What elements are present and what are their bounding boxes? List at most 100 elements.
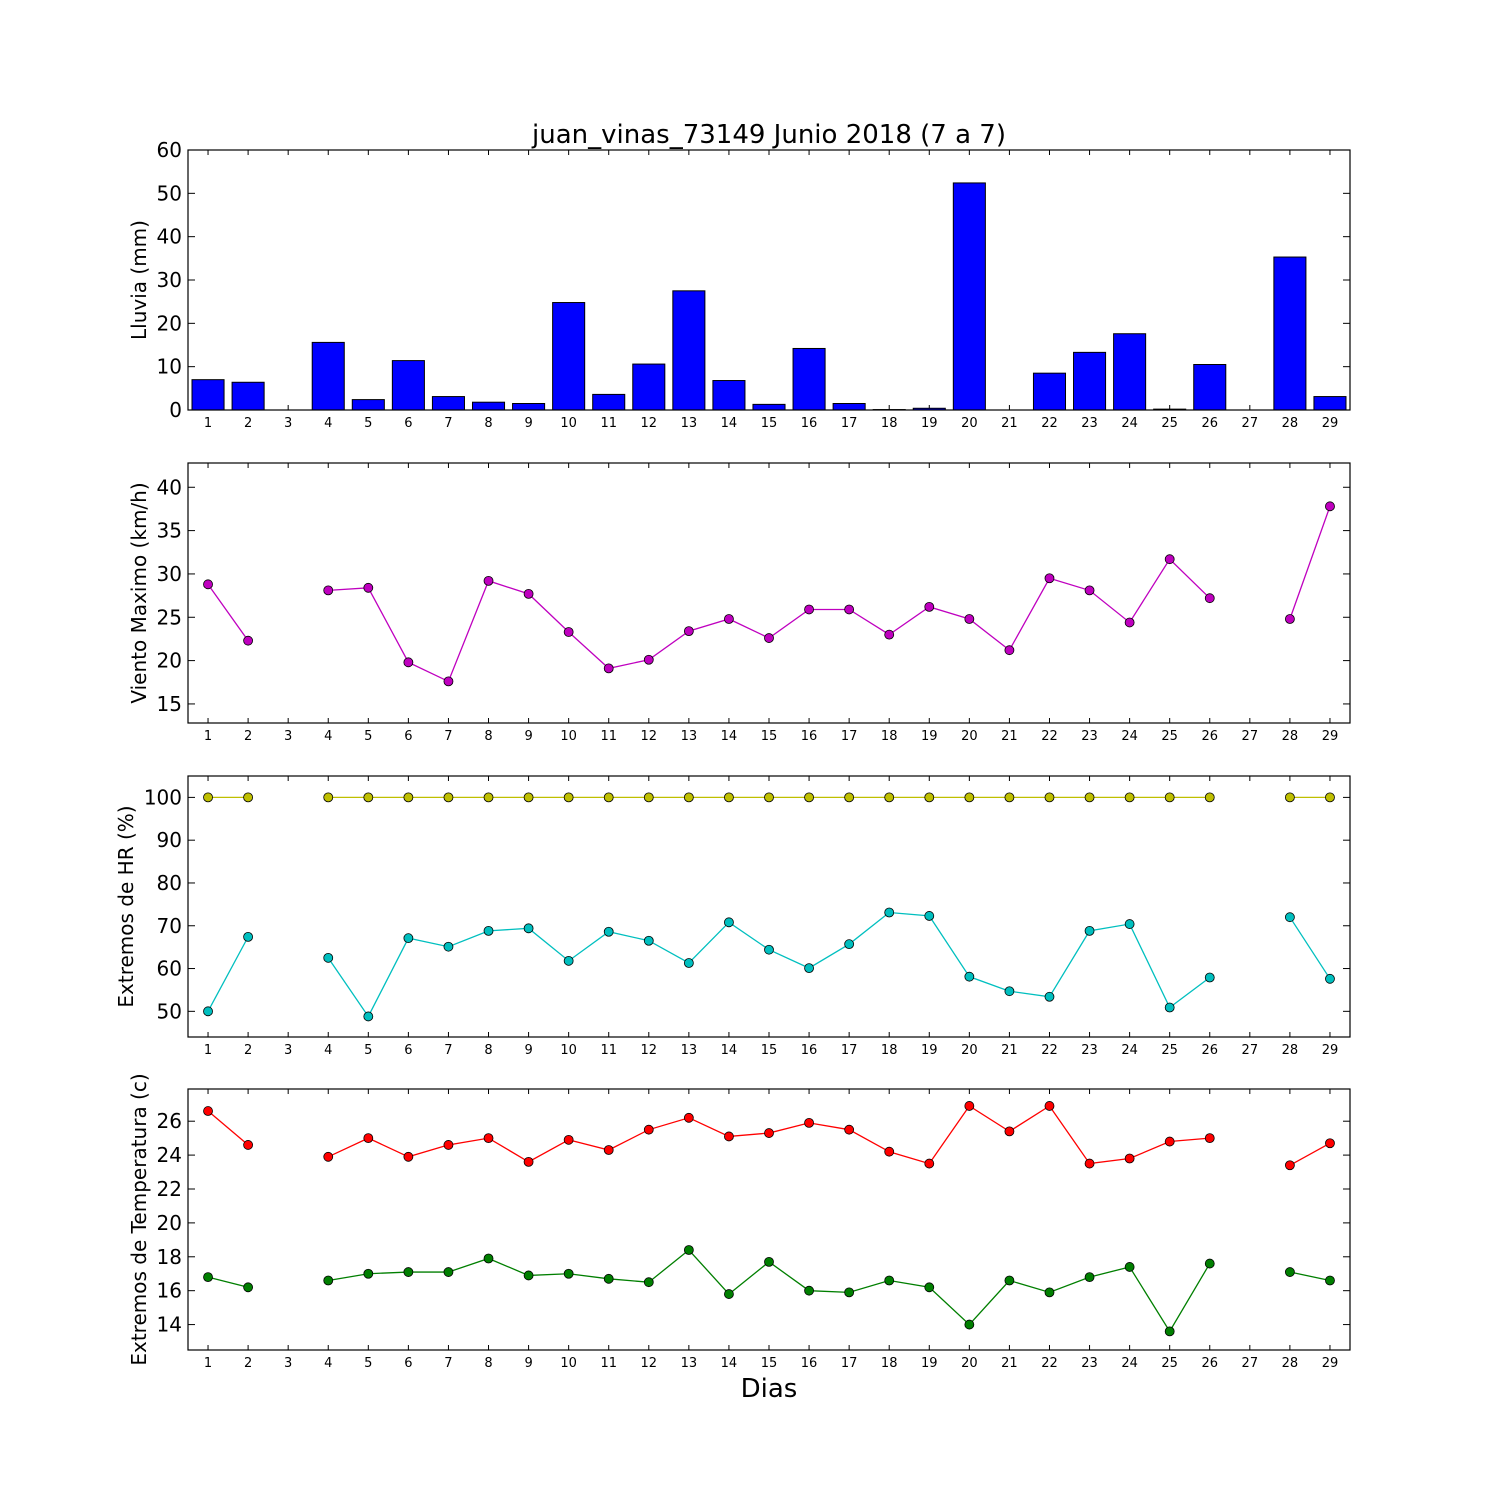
data-point — [844, 792, 855, 803]
y-tick-label: 80 — [157, 871, 182, 895]
x-tick-label: 21 — [1001, 416, 1018, 431]
data-point — [764, 633, 774, 643]
x-tick-label: 26 — [1201, 1043, 1218, 1058]
x-tick-label: 6 — [404, 416, 412, 431]
data-point — [844, 1287, 855, 1298]
x-tick-label: 16 — [801, 729, 818, 744]
data-point — [884, 1146, 895, 1157]
data-point — [563, 1134, 574, 1145]
rain-bar — [391, 360, 425, 411]
data-point — [924, 911, 935, 921]
y-tick-label: 30 — [157, 562, 182, 586]
data-point — [764, 1128, 774, 1138]
data-point — [603, 926, 614, 937]
x-tick-label: 15 — [761, 416, 778, 431]
x-tick-label: 10 — [560, 1043, 577, 1058]
y-tick-label: 26 — [157, 1109, 182, 1133]
data-point — [1284, 792, 1295, 803]
data-point — [724, 614, 734, 624]
y-tick-label: 100 — [144, 785, 182, 809]
data-point — [764, 792, 774, 803]
data-point — [643, 654, 654, 665]
y-tick-label: 40 — [157, 475, 182, 499]
x-tick-label: 10 — [560, 729, 577, 744]
x-tick-label: 13 — [681, 416, 698, 431]
y-tick-label: 24 — [157, 1143, 182, 1167]
data-point — [1164, 1326, 1175, 1337]
x-tick-label: 29 — [1322, 416, 1339, 431]
x-tick-label: 20 — [961, 1043, 978, 1058]
rain-bar — [592, 393, 626, 411]
x-tick-label: 26 — [1201, 729, 1218, 744]
x-tick-label: 10 — [560, 416, 577, 431]
data-point — [1044, 792, 1055, 803]
data-point — [1284, 1267, 1295, 1277]
data-point — [1325, 1138, 1335, 1149]
data-point — [523, 1156, 534, 1167]
x-axis-label: Dias — [741, 1374, 798, 1404]
x-tick-label: 12 — [641, 1043, 658, 1058]
y-tick-label: 0 — [169, 398, 182, 422]
data-point — [964, 1319, 975, 1330]
data-point — [1124, 919, 1135, 929]
rain-bar — [632, 363, 666, 411]
x-tick-label: 2 — [244, 416, 252, 431]
panel-frame — [187, 149, 1351, 411]
data-point — [643, 1277, 654, 1288]
data-point — [844, 1124, 855, 1135]
rain-bar — [351, 399, 385, 411]
x-tick-label: 15 — [761, 729, 778, 744]
series-line — [328, 558, 1211, 683]
data-point — [1164, 792, 1175, 803]
data-point — [603, 792, 614, 803]
x-tick-label: 28 — [1282, 1043, 1299, 1058]
data-point — [1164, 554, 1175, 565]
data-point — [1004, 1126, 1015, 1137]
x-tick-label: 24 — [1121, 1043, 1138, 1058]
data-point — [403, 792, 414, 803]
x-tick-label: 9 — [524, 1043, 532, 1058]
y-tick-label: 20 — [157, 1211, 182, 1235]
x-tick-label: 24 — [1121, 416, 1138, 431]
x-tick-label: 27 — [1242, 1043, 1259, 1058]
x-tick-label: 3 — [284, 416, 292, 431]
data-point — [363, 1011, 374, 1022]
data-point — [1004, 792, 1015, 803]
x-tick-label: 22 — [1041, 1043, 1058, 1058]
data-point — [764, 944, 774, 955]
series-line — [207, 583, 249, 642]
x-tick-label: 27 — [1242, 416, 1259, 431]
data-point — [323, 952, 334, 963]
series-line — [207, 936, 249, 1012]
y-tick-label: 15 — [157, 692, 182, 716]
x-tick-label: 17 — [841, 416, 858, 431]
rain-bar — [431, 396, 465, 411]
data-point — [1325, 792, 1335, 803]
x-tick-label: 20 — [961, 416, 978, 431]
data-point — [563, 627, 574, 637]
data-point — [363, 582, 374, 593]
data-point — [563, 955, 574, 966]
x-tick-label: 26 — [1201, 1356, 1218, 1371]
y-tick-label: 50 — [157, 999, 182, 1023]
data-point — [483, 792, 494, 803]
x-tick-label: 3 — [284, 1043, 292, 1058]
rain-bar — [712, 380, 746, 411]
data-point — [563, 792, 574, 803]
x-tick-label: 7 — [444, 729, 452, 744]
data-point — [924, 601, 935, 612]
chart-title: juan_vinas_73149 Junio 2018 (7 a 7) — [531, 120, 1006, 150]
y-tick-label: 14 — [157, 1313, 182, 1337]
data-point — [844, 604, 855, 615]
data-point — [683, 958, 694, 968]
x-tick-label: 5 — [364, 1356, 372, 1371]
y-axis-label: Extremos de Temperatura (c) — [127, 1073, 151, 1365]
data-point — [884, 792, 895, 803]
series-line — [1289, 506, 1331, 620]
data-point — [523, 588, 534, 599]
x-tick-label: 22 — [1041, 729, 1058, 744]
y-tick-label: 30 — [157, 268, 182, 292]
data-point — [1044, 991, 1055, 1002]
x-tick-label: 4 — [324, 729, 332, 744]
